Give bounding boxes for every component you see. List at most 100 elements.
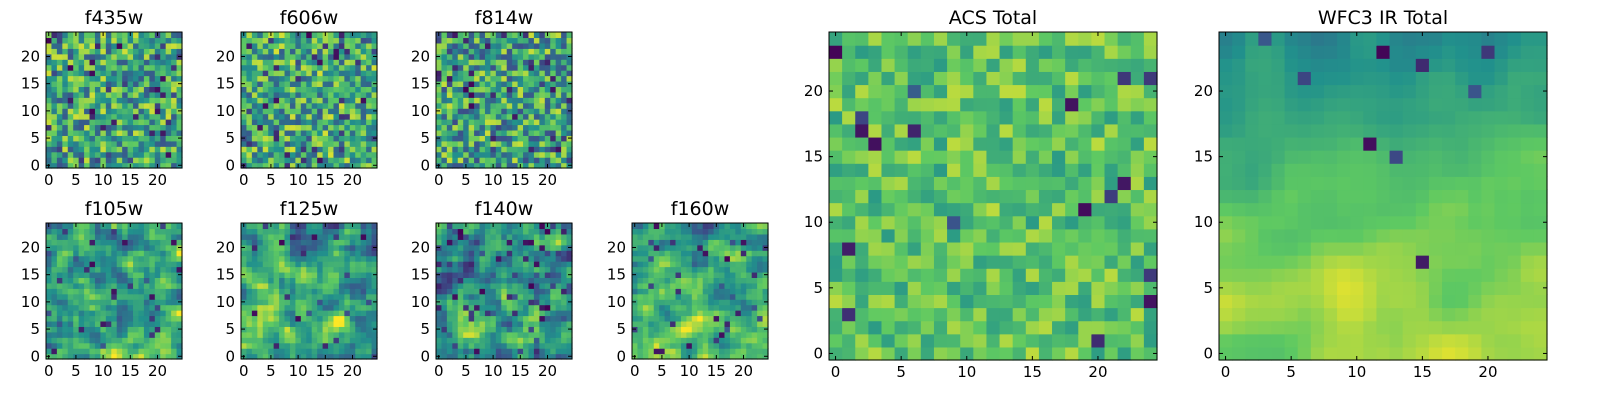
heatmap-cell xyxy=(89,266,96,273)
heatmap-cell xyxy=(67,277,74,284)
heatmap-cell xyxy=(84,304,91,311)
heatmap-cell xyxy=(138,239,145,246)
heatmap-cell xyxy=(506,86,513,93)
heatmap-cell xyxy=(262,337,269,344)
heatmap-cell xyxy=(680,255,687,262)
heatmap-cell xyxy=(512,261,519,268)
heatmap-cell xyxy=(246,135,253,142)
heatmap-cell xyxy=(371,97,378,104)
y-tick-label: 0 xyxy=(225,156,235,174)
heatmap-cell xyxy=(116,157,123,164)
heatmap-cell xyxy=(659,244,666,251)
heatmap-cell xyxy=(441,108,448,115)
heatmap-cell xyxy=(176,97,183,104)
heatmap-cell xyxy=(506,304,513,311)
heatmap-cell xyxy=(127,97,134,104)
heatmap-cell xyxy=(436,261,443,268)
heatmap-cell xyxy=(78,271,85,278)
heatmap-cell xyxy=(501,310,508,317)
heatmap-cell xyxy=(105,119,112,126)
heatmap-cell xyxy=(122,91,129,98)
heatmap-cell xyxy=(729,353,736,360)
heatmap-cell xyxy=(317,32,324,39)
heatmap-cell xyxy=(127,37,134,44)
heatmap-cell xyxy=(306,102,313,109)
heatmap-cell xyxy=(149,108,156,115)
heatmap-cell xyxy=(116,42,123,49)
heatmap-cell xyxy=(268,337,275,344)
heatmap-cell xyxy=(67,162,74,169)
heatmap-cell xyxy=(506,42,513,49)
heatmap-cell xyxy=(154,135,161,142)
heatmap-cell xyxy=(436,282,443,289)
heatmap-cell xyxy=(659,266,666,273)
heatmap-cell xyxy=(648,288,655,295)
heatmap-cell xyxy=(659,271,666,278)
heatmap-cell xyxy=(62,75,69,82)
heatmap-cell xyxy=(127,299,134,306)
heatmap-cell xyxy=(333,353,340,360)
heatmap-cell xyxy=(317,266,324,273)
heatmap-cell xyxy=(322,228,329,235)
heatmap-cell xyxy=(84,261,91,268)
heatmap-cell xyxy=(724,271,731,278)
heatmap-cell xyxy=(46,228,53,235)
heatmap-cell xyxy=(165,97,172,104)
heatmap-cell xyxy=(457,326,464,333)
heatmap-cell xyxy=(171,37,178,44)
heatmap-cell xyxy=(143,228,150,235)
heatmap-cell xyxy=(659,320,666,327)
heatmap-cell xyxy=(463,48,470,55)
heatmap-cell xyxy=(279,233,286,240)
heatmap-cell xyxy=(506,113,513,120)
heatmap-cell xyxy=(528,113,535,120)
heatmap-cell xyxy=(317,244,324,251)
heatmap-cell xyxy=(300,250,307,257)
heatmap-cell xyxy=(246,70,253,77)
heatmap-cell xyxy=(468,342,475,349)
heatmap-cell xyxy=(868,346,883,361)
heatmap-cell xyxy=(349,124,356,131)
heatmap-cell xyxy=(528,223,535,230)
heatmap-cell xyxy=(490,151,497,158)
heatmap-cell xyxy=(659,228,666,235)
heatmap-cell xyxy=(154,53,161,60)
heatmap-cell xyxy=(670,266,677,273)
heatmap-cell xyxy=(506,48,513,55)
heatmap-cell xyxy=(100,255,107,262)
heatmap-cell xyxy=(246,277,253,284)
heatmap-cell xyxy=(273,299,280,306)
heatmap-cell xyxy=(300,348,307,355)
heatmap-cell xyxy=(360,337,367,344)
heatmap-cell xyxy=(241,255,248,262)
heatmap-cell xyxy=(78,102,85,109)
heatmap-cell xyxy=(51,102,58,109)
heatmap-cell xyxy=(349,282,356,289)
heatmap-cell xyxy=(279,337,286,344)
heatmap-cell xyxy=(311,348,318,355)
heatmap-cell xyxy=(653,315,660,322)
heatmap-cell xyxy=(501,75,508,82)
heatmap-cell xyxy=(149,48,156,55)
heatmap-cell xyxy=(127,42,134,49)
heatmap-cell xyxy=(143,140,150,147)
x-tick-label: 5 xyxy=(657,362,667,380)
heatmap-cell xyxy=(708,337,715,344)
heatmap-cell xyxy=(708,353,715,360)
heatmap-cell xyxy=(1143,346,1158,361)
heatmap-cell xyxy=(457,32,464,39)
heatmap-cell xyxy=(165,32,172,39)
heatmap-cell xyxy=(273,244,280,251)
heatmap-cell xyxy=(528,255,535,262)
heatmap-cell xyxy=(501,266,508,273)
heatmap-cell xyxy=(56,304,63,311)
heatmap-cell xyxy=(740,331,747,338)
heatmap-cell xyxy=(328,320,335,327)
heatmap-cell xyxy=(501,315,508,322)
heatmap-cell xyxy=(528,337,535,344)
heatmap-cell xyxy=(468,80,475,87)
heatmap-cell xyxy=(566,337,573,344)
heatmap-cell xyxy=(686,271,693,278)
heatmap-cell xyxy=(100,299,107,306)
